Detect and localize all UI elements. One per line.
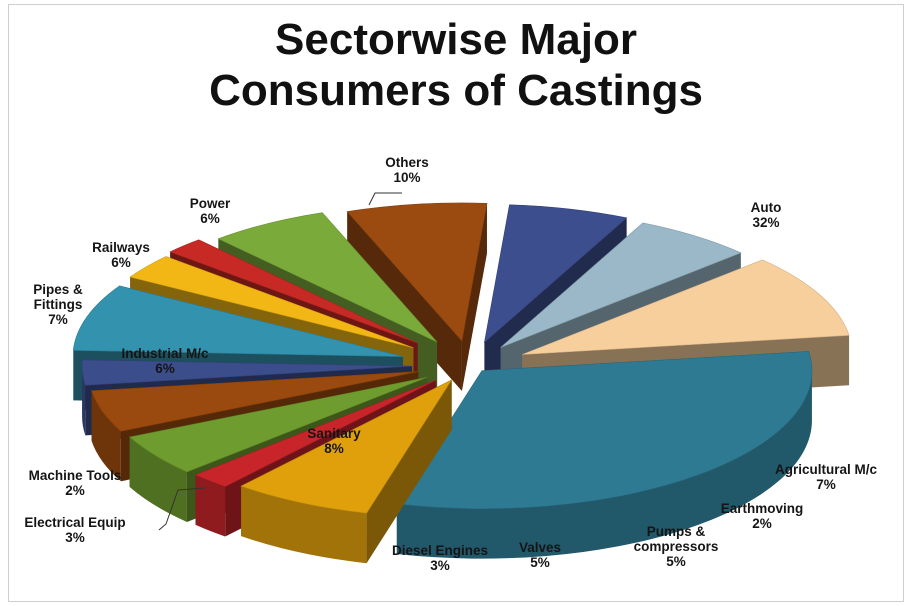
slice-label: Others 10% [385,155,429,185]
chart-title-line-2: Consumers of Castings [209,66,703,115]
slice-value-label: 32% [752,215,779,230]
slice-label: Pipes & Fittings 7% [33,282,83,327]
pie-slice-wall [129,437,187,522]
slice-value-label: 3% [65,530,85,545]
slice-name-label: Fittings [34,297,83,312]
slice-name-label: Auto [751,200,782,215]
pie-slice-top [240,379,453,514]
slice-value-label: 7% [48,312,68,327]
slice-label: Pumps & compressors 5% [634,524,719,569]
slice-name-label: Sanitary [307,426,361,441]
pie-slice-top [522,259,850,355]
chart-title: Sectorwise Major Consumers of Castings [0,14,912,116]
pie-slice-wall [396,370,812,559]
slice-name-label: Earthmoving [721,501,804,516]
slice-name-label: compressors [634,539,719,554]
pie-slice [240,379,453,564]
slice-label: Railways 6% [92,240,150,270]
slice-name-label: Agricultural M/c [775,462,878,477]
slice-label: Industrial M/c 6% [121,346,209,376]
slice-name-label: Pumps & [647,524,706,539]
slice-name-label: Valves [519,540,561,555]
slice-label: Machine Tools 2% [29,468,122,498]
pie-slice-top [81,359,413,386]
slice-label: Diesel Engines 3% [392,543,488,573]
pie-slice-wall [241,486,367,564]
slice-label: Agricultural M/c 7% [775,462,878,492]
slice-value-label: 2% [65,483,85,498]
chart-title-line-1: Sectorwise Major [275,15,637,64]
slice-value-label: 6% [155,361,175,376]
pie-slice [396,351,813,559]
pie-slice-wall [195,474,226,537]
leader-lines [158,192,402,531]
pie-slice-top [500,222,742,348]
slice-value-label: 3% [430,558,450,573]
slice-value-label: 5% [666,554,686,569]
slice-label: Earthmoving 2% [721,501,804,531]
pie-slice-top [128,377,428,473]
slice-label: Electrical Equip 3% [24,515,125,545]
slice-labels: Auto 32%Agricultural M/c 7%Earthmoving 2%Pu… [24,155,877,573]
slice-label: Valves 5% [519,540,561,570]
pie-slice-top [217,212,438,343]
pie-slice-wall [91,390,121,482]
slice-value-label: 2% [752,516,772,531]
slice-value-label: 10% [393,170,420,185]
slice-value-label: 7% [816,477,836,492]
pie-slice-top [169,239,418,344]
slice-label: Auto 32% [751,200,782,230]
slice-label: Sanitary 8% [307,426,361,456]
slice-name-label: Power [190,196,231,211]
leader-line [368,192,402,206]
pie-slice-top [396,351,813,509]
slice-name-label: Pipes & [33,282,83,297]
slice-name-label: Electrical Equip [24,515,125,530]
slice-name-label: Machine Tools [29,468,122,483]
slice-name-label: Diesel Engines [392,543,488,558]
slice-label: Power 6% [190,196,231,226]
slice-value-label: 8% [324,441,344,456]
slice-value-label: 6% [200,211,220,226]
pie-slice-top [346,202,488,342]
leader-line [158,487,206,531]
slice-value-label: 6% [111,255,131,270]
slice-name-label: Railways [92,240,150,255]
slice-value-label: 5% [530,555,550,570]
slice-name-label: Others [385,155,429,170]
pie-slice-top [483,204,628,344]
pie-slice-top [194,379,436,487]
pie-slice-top [72,285,404,357]
pie-slice-top [91,371,419,432]
slice-name-label: Industrial M/c [121,346,209,361]
pie-slices [72,202,850,564]
pie-slice-top [129,256,414,349]
pie-slice-side [461,203,487,391]
